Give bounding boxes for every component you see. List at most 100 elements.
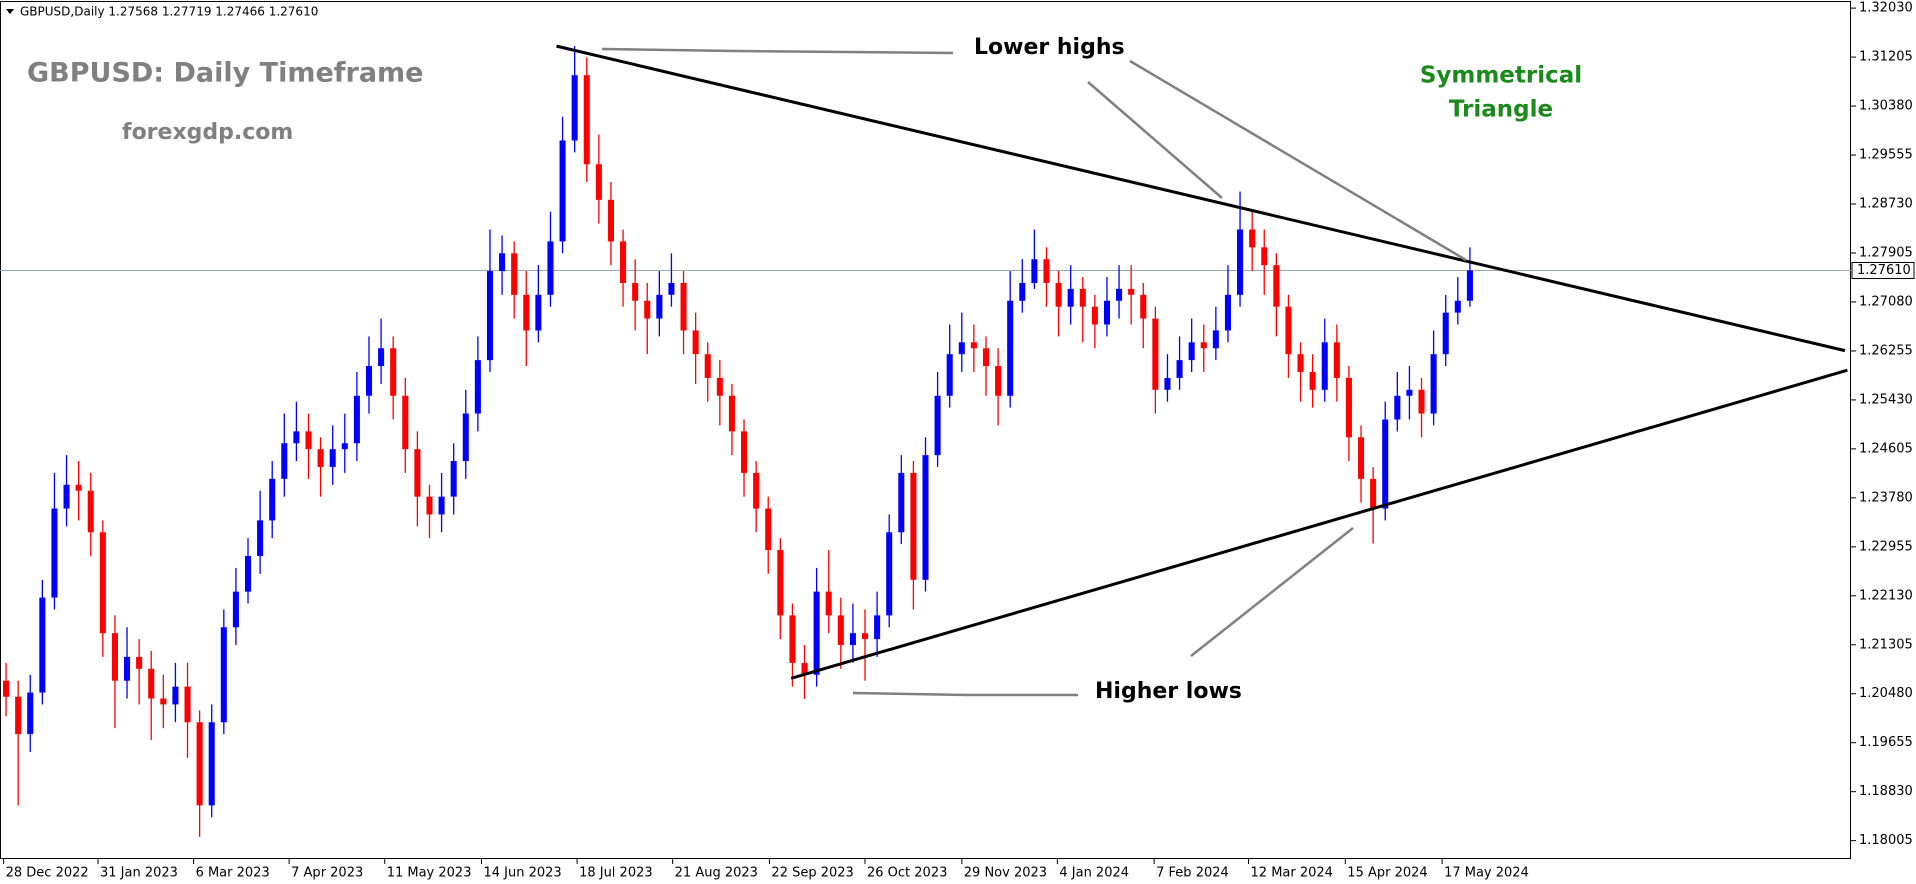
candle-body (39, 597, 46, 693)
candle-body (704, 354, 711, 378)
candle-body (353, 395, 360, 444)
candle-body (535, 294, 542, 331)
y-tick-label: 1.19655 (1859, 735, 1913, 750)
candle-body (244, 556, 252, 592)
candle-body (728, 395, 735, 432)
candle-body (148, 668, 155, 699)
x-tick-label: 7 Apr 2023 (291, 866, 363, 881)
candle-body (1128, 288, 1135, 295)
candle-body (898, 472, 905, 533)
x-tick-label: 21 Aug 2023 (675, 866, 758, 881)
y-tick-label: 1.24605 (1859, 441, 1913, 456)
candle-body (716, 377, 723, 396)
candle-body (1212, 330, 1219, 349)
candle-body (499, 253, 506, 272)
candle-body (958, 342, 965, 355)
pointer-line (1129, 59, 1467, 262)
y-tick-label: 1.22955 (1859, 539, 1913, 554)
annotation: Triangle (1449, 97, 1553, 123)
x-tick-label: 6 Mar 2023 (196, 866, 270, 881)
candle-body (63, 484, 70, 509)
candle-body (1382, 419, 1389, 509)
candle-body (910, 472, 917, 580)
x-tick-label: 7 Feb 2024 (1156, 866, 1229, 881)
annotation-pointers (601, 47, 1467, 697)
candle-body (837, 615, 844, 646)
candle-body (15, 696, 22, 735)
candle-body (1358, 437, 1365, 479)
candle-body (1285, 306, 1292, 355)
y-tick-label: 1.26255 (1859, 343, 1913, 358)
candle-body (789, 615, 796, 663)
y-tick-label: 1.18830 (1859, 784, 1913, 799)
candle-body (474, 360, 481, 414)
candle-body (1321, 342, 1328, 390)
x-tick-label: 17 May 2024 (1444, 866, 1529, 881)
menu-arrow (6, 9, 14, 14)
x-tick-label: 22 Sep 2023 (771, 866, 853, 881)
x-tick-label: 11 May 2023 (387, 866, 472, 881)
candle-body (486, 271, 493, 361)
candle-body (184, 686, 191, 723)
candle-body (317, 449, 324, 467)
candle-body (547, 241, 554, 295)
candle-body (341, 443, 348, 450)
x-tick-label: 28 Dec 2022 (6, 866, 89, 881)
current-price-box (1851, 261, 1915, 279)
candle-body (1067, 288, 1074, 307)
candle-body (426, 496, 433, 515)
candle-body (922, 455, 929, 580)
y-tick-label: 1.32030 (1859, 1, 1913, 16)
candle-body (523, 294, 530, 331)
pointer-line (1087, 81, 1223, 199)
y-tick-label: 1.28730 (1859, 197, 1913, 212)
candle-body (1297, 354, 1304, 372)
candle-body (208, 722, 215, 806)
candle-body (3, 680, 10, 697)
candle-body (982, 348, 990, 367)
candle-body (111, 633, 118, 681)
candle-body (1454, 300, 1461, 313)
candle-body (269, 478, 276, 521)
candle-body (1140, 294, 1147, 319)
candle-body (450, 461, 457, 497)
candle-body (644, 300, 651, 319)
candle-body (136, 656, 143, 669)
trendline (790, 368, 1848, 680)
candle-body (801, 662, 808, 675)
x-tick-label: 18 Jul 2023 (579, 866, 653, 881)
x-tick-label: 4 Jan 2024 (1059, 866, 1129, 881)
candle-body (874, 615, 881, 640)
candle-body (1164, 377, 1171, 390)
candle-body (946, 354, 953, 396)
candle-body (1309, 371, 1316, 390)
candle-body (1442, 312, 1449, 355)
candle-body (220, 627, 227, 723)
candle-body (1466, 270, 1473, 301)
candle-body (1224, 294, 1231, 331)
candle-body (1273, 265, 1280, 307)
candle-body (1188, 342, 1195, 361)
x-tick-label: 15 Apr 2024 (1347, 866, 1427, 881)
candle-body (232, 591, 239, 628)
candle-body (571, 75, 578, 141)
chart-title: GBPUSD: Daily Timeframe (27, 58, 424, 89)
y-tick-label: 1.21305 (1859, 637, 1913, 652)
candle-body (1200, 342, 1207, 349)
candle-body (124, 656, 131, 681)
annotation: Higher lows (1095, 679, 1242, 704)
candle-body (87, 490, 94, 533)
x-tick-label: 14 Jun 2023 (484, 866, 562, 881)
candle-body (583, 75, 590, 165)
current-price-label: 1.27610 (1857, 263, 1911, 278)
candle-body (1418, 389, 1425, 414)
candle-body (1007, 300, 1014, 396)
candle-body (741, 431, 748, 473)
candle-body (293, 431, 300, 444)
x-tick-label: 29 Nov 2023 (964, 866, 1047, 881)
candle-body (1031, 259, 1038, 283)
y-tick-label: 1.29555 (1859, 148, 1913, 163)
candle-body (27, 692, 34, 735)
candle-body (620, 241, 627, 283)
candle-body (1055, 282, 1062, 307)
